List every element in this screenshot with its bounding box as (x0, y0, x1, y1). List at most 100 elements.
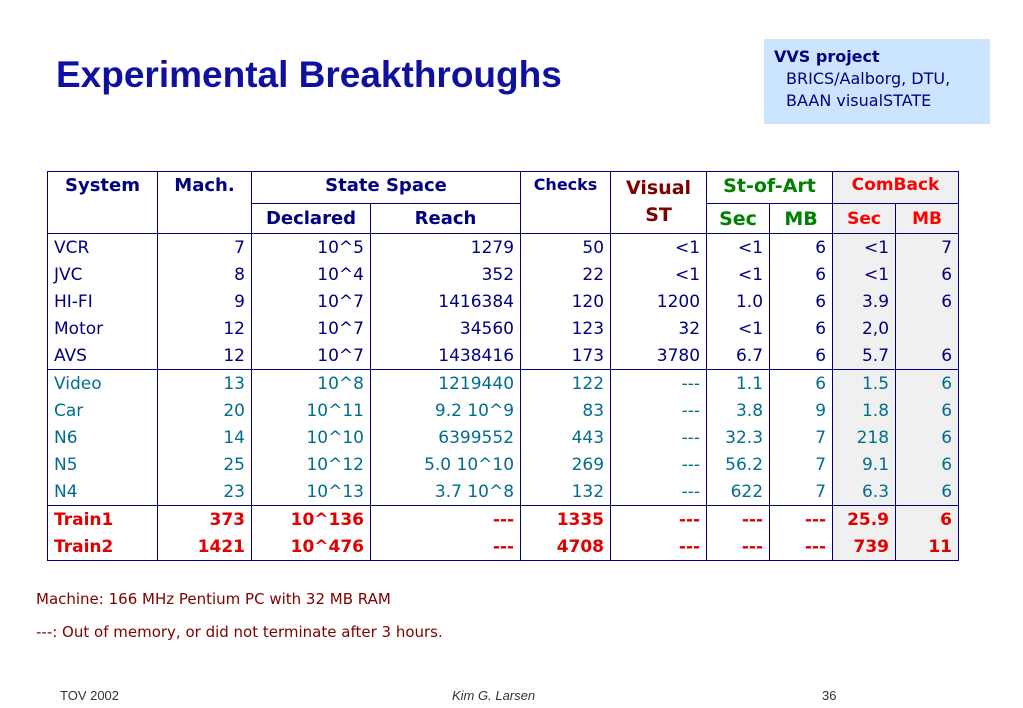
table-cell: 34560 (369, 315, 522, 342)
table-row: VCR 7 10^5 1279 50 <1 <1 6 <1 7 (47, 233, 960, 261)
table-cell: 739 (832, 533, 897, 561)
table-cell: 3780 (610, 342, 708, 370)
note-memory: ---: Out of memory, or did not terminate… (36, 623, 443, 641)
table-cell: 218 (832, 424, 897, 451)
table-cell: 7 (769, 478, 834, 506)
table-cell: 25.9 (832, 505, 897, 533)
footer-author: Kim G. Larsen (452, 688, 536, 703)
system-name-cell: JVC (47, 261, 158, 288)
table-cell: 10^5 (251, 233, 371, 261)
table-cell: 23 (157, 478, 252, 506)
note-machine: Machine: 166 MHz Pentium PC with 32 MB R… (36, 590, 391, 608)
table-cell: 10^476 (251, 533, 371, 561)
table-cell: 6 (895, 505, 960, 533)
table-cell: 10^12 (251, 451, 371, 478)
table-cell: 269 (520, 451, 612, 478)
table-row: Car 20 10^11 9.2 10^9 83 --- 3.8 9 1.8 6 (47, 397, 960, 424)
table-cell: 173 (520, 342, 612, 370)
table-cell: 14 (157, 424, 252, 451)
table-cell: 1335 (520, 505, 612, 533)
system-name-cell: N4 (47, 478, 158, 506)
header-state-space: State Space (250, 171, 522, 204)
system-name-cell: Train2 (47, 533, 158, 561)
table-cell: 3.9 (832, 288, 897, 315)
table-cell: --- (610, 369, 708, 397)
header-reach: Reach (369, 203, 522, 234)
table-cell: 6 (769, 315, 834, 342)
table-cell: --- (610, 533, 708, 561)
table-cell: 9 (157, 288, 252, 315)
table-cell: 10^7 (251, 288, 371, 315)
table-cell: --- (706, 533, 771, 561)
footer-page-number: 36 (822, 688, 837, 703)
table-cell: 83 (520, 397, 612, 424)
table-cell: 7 (895, 233, 960, 261)
results-table: System Mach. State Space Checks Visual ST… (47, 171, 960, 561)
table-cell: 1.5 (832, 369, 897, 397)
table-cell: 6 (895, 261, 960, 288)
table-cell: 10^11 (251, 397, 371, 424)
table-cell: 373 (157, 505, 252, 533)
table-row: N4 23 10^13 3.7 10^8 132 --- 622 7 6.3 6 (47, 478, 960, 506)
vvs-heading: VVS project (774, 47, 880, 66)
system-name-cell: VCR (47, 233, 158, 261)
table-cell: 7 (157, 233, 252, 261)
table-cell: 1279 (369, 233, 522, 261)
table-cell: 50 (520, 233, 612, 261)
header-st-of-art-mb: MB (769, 203, 834, 234)
table-cell: 123 (520, 315, 612, 342)
table-cell: 2,0 (832, 315, 897, 342)
table-cell: 6 (895, 288, 960, 315)
table-cell: 6 (895, 451, 960, 478)
table-cell: <1 (706, 233, 771, 261)
table-cell: 6 (895, 478, 960, 506)
table-cell: 1.8 (832, 397, 897, 424)
table-cell: 6 (769, 261, 834, 288)
table-cell: 6 (895, 424, 960, 451)
table-cell: 25 (157, 451, 252, 478)
table-cell: 6 (769, 369, 834, 397)
system-name-cell: AVS (47, 342, 158, 370)
table-cell: 1200 (610, 288, 708, 315)
table-cell: --- (610, 397, 708, 424)
header-st-of-art: St-of-Art (706, 171, 834, 204)
table-row: JVC 8 10^4 352 22 <1 <1 6 <1 6 (47, 261, 960, 288)
table-cell: 6 (895, 342, 960, 370)
table-group-1: VCR 7 10^5 1279 50 <1 <1 6 <1 7 JVC 8 10^4 352 22 <1 <1 6… (47, 233, 960, 370)
table-row: Train2 1421 10^476 --- 4708 --- --- --- 739 11 (47, 533, 960, 561)
table-cell: 352 (369, 261, 522, 288)
table-cell: 1.1 (706, 369, 771, 397)
table-cell: 1.0 (706, 288, 771, 315)
header-comback: ComBack (832, 171, 960, 204)
table-cell: 6 (769, 342, 834, 370)
table-cell: 22 (520, 261, 612, 288)
table-cell: 20 (157, 397, 252, 424)
table-cell: 622 (706, 478, 771, 506)
header-visual-st-line1: Visual (625, 177, 692, 199)
table-cell: --- (706, 505, 771, 533)
header-visual-st: Visual ST (610, 171, 708, 234)
table-cell: 1438416 (369, 342, 522, 370)
table-cell: 32.3 (706, 424, 771, 451)
header-checks: Checks (520, 171, 612, 234)
table-cell: 10^7 (251, 342, 371, 370)
table-cell: 6399552 (369, 424, 522, 451)
table-row: N5 25 10^12 5.0 10^10 269 --- 56.2 7 9.1 6 (47, 451, 960, 478)
table-cell: 9 (769, 397, 834, 424)
table-cell: --- (769, 505, 834, 533)
table-cell: 9.2 10^9 (369, 397, 522, 424)
table-cell: 10^8 (251, 369, 371, 397)
table-group-2: Video 13 10^8 1219440 122 --- 1.1 6 1.5 6 Car 20 10^… (47, 369, 960, 506)
table-cell: 1421 (157, 533, 252, 561)
table-cell: 56.2 (706, 451, 771, 478)
table-cell: 12 (157, 342, 252, 370)
table-cell: 6.7 (706, 342, 771, 370)
system-name-cell: Car (47, 397, 158, 424)
table-row: Train1 373 10^136 --- 1335 --- --- --- 25.9 6 (47, 505, 960, 533)
table-cell: <1 (706, 261, 771, 288)
table-cell: 1219440 (369, 369, 522, 397)
table-cell: 7 (769, 451, 834, 478)
system-name-cell: HI-FI (47, 288, 158, 315)
table-cell: 122 (520, 369, 612, 397)
table-cell: 6 (769, 233, 834, 261)
